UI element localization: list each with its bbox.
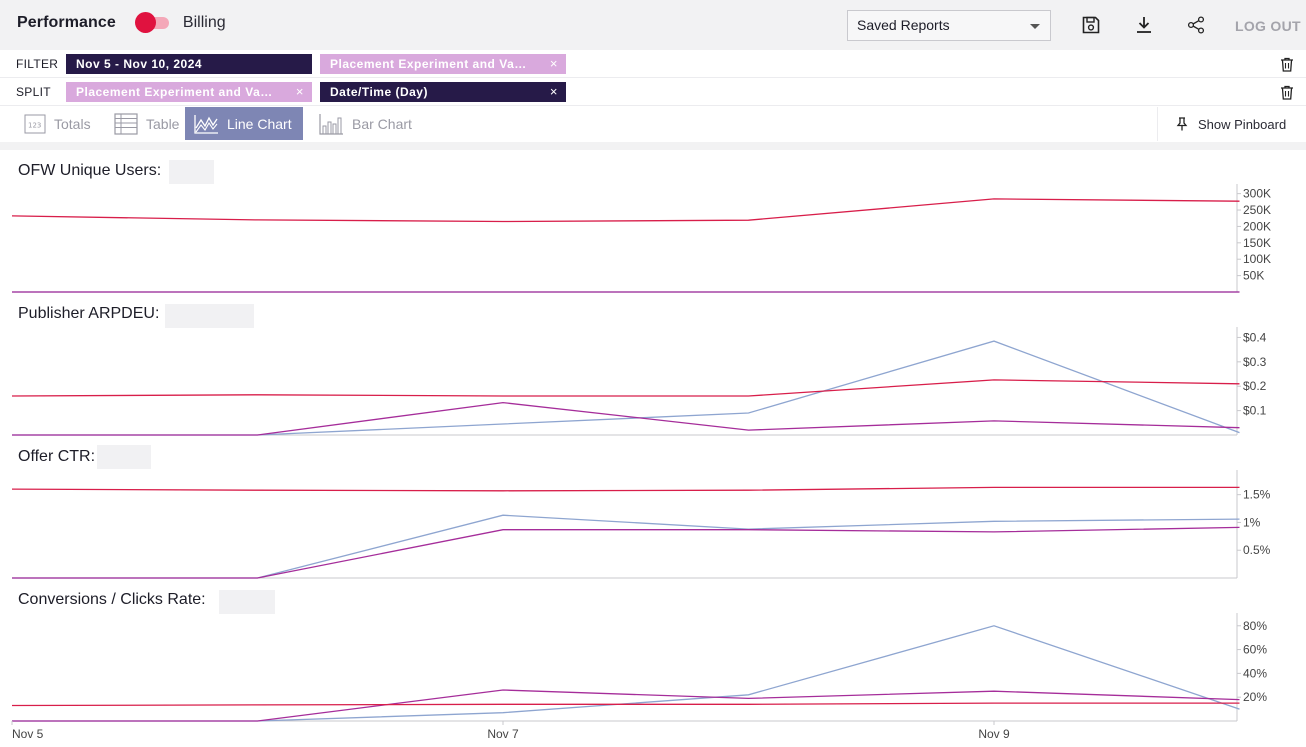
y-tick-label: 250K xyxy=(1243,203,1271,217)
pin-icon xyxy=(1176,117,1188,131)
y-tick-label: $0.1 xyxy=(1243,404,1267,418)
series-line xyxy=(11,379,1240,397)
saved-reports-select[interactable]: Saved Reports xyxy=(847,10,1051,41)
y-tick-label: 60% xyxy=(1243,643,1267,657)
y-tick-label: 50K xyxy=(1243,269,1264,283)
split-pill-placement[interactable]: Placement Experiment and Va… × xyxy=(66,82,312,102)
show-pinboard-label: Show Pinboard xyxy=(1198,116,1287,132)
tab-table[interactable]: Table xyxy=(106,107,187,140)
y-tick-label: 20% xyxy=(1243,690,1267,704)
x-tick-label: Nov 9 xyxy=(978,727,1010,741)
app-header: Performance Billing Saved Reports LOG OU… xyxy=(0,0,1306,50)
tab-totals-label: Totals xyxy=(54,115,91,132)
filter-pill-placement-label: Placement Experiment and Va… xyxy=(330,57,527,71)
y-tick-label: 1.5% xyxy=(1243,488,1271,502)
app-title: Performance xyxy=(17,14,116,31)
bar-chart-icon xyxy=(319,113,343,135)
tab-line-chart-label: Line Chart xyxy=(227,115,292,132)
series-line xyxy=(11,702,1240,707)
filter-pill-date[interactable]: Nov 5 - Nov 10, 2024 xyxy=(66,54,312,74)
x-tick-label: Nov 5 xyxy=(12,727,44,741)
line-charts: 300K 250K 200K 150K 100K 50K $0.4 $0.3 $0.2 $0.1 1… xyxy=(11,184,1271,741)
tab-line-chart[interactable]: Line Chart xyxy=(185,107,303,140)
split-pill-date-label: Date/Time (Day) xyxy=(330,85,428,99)
chart-title-publisher-arpdeu: Publisher ARPDEU: xyxy=(18,305,160,322)
view-tabs: 123 Totals Table Line Chart Bar Chart xyxy=(0,106,1306,142)
filter-pill-placement[interactable]: Placement Experiment and Va… × xyxy=(320,54,566,74)
tab-table-label: Table xyxy=(146,115,180,132)
download-icon[interactable] xyxy=(1134,15,1154,35)
logout-link[interactable]: LOG OUT xyxy=(1235,18,1301,34)
series-line xyxy=(11,486,1240,492)
charts-area: OFW Unique Users: Publisher ARPDEU: Offe… xyxy=(0,150,1306,747)
tab-bar-chart-label: Bar Chart xyxy=(352,115,412,132)
split-pill-placement-label: Placement Experiment and Va… xyxy=(76,85,273,99)
y-tick-label: 150K xyxy=(1243,236,1271,250)
y-tick-label: 40% xyxy=(1243,666,1267,680)
filter-label: FILTER xyxy=(16,57,59,71)
series-line xyxy=(11,198,1240,223)
close-icon[interactable]: × xyxy=(549,56,558,71)
trash-icon[interactable] xyxy=(1280,57,1294,72)
tab-bar-chart[interactable]: Bar Chart xyxy=(310,107,420,140)
toggle-knob xyxy=(134,12,156,33)
filter-pill-date-label: Nov 5 - Nov 10, 2024 xyxy=(76,57,203,71)
split-row: SPLIT Placement Experiment and Va… × Dat… xyxy=(0,78,1306,106)
y-tick-label: 80% xyxy=(1243,619,1267,633)
tab-totals[interactable]: 123 Totals xyxy=(16,107,99,140)
line-chart-icon xyxy=(194,114,218,134)
save-icon[interactable] xyxy=(1081,15,1101,35)
series-line xyxy=(12,689,1240,722)
separator-band xyxy=(0,142,1306,150)
split-label: SPLIT xyxy=(16,85,51,99)
series-line xyxy=(12,340,1240,436)
split-pill-date[interactable]: Date/Time (Day) × xyxy=(320,82,566,102)
close-icon[interactable]: × xyxy=(295,84,304,99)
y-tick-label: $0.4 xyxy=(1243,330,1267,344)
table-icon xyxy=(114,112,138,135)
share-icon[interactable] xyxy=(1186,15,1206,35)
toggle-label: Billing xyxy=(182,14,226,31)
redacted-value xyxy=(219,590,275,614)
series-line xyxy=(12,401,1240,436)
x-tick-label: Nov 7 xyxy=(487,727,519,741)
redacted-value xyxy=(97,445,151,469)
series-line xyxy=(12,625,1240,722)
trash-icon[interactable] xyxy=(1280,85,1294,100)
close-icon[interactable]: × xyxy=(549,84,558,99)
redacted-value xyxy=(165,304,254,328)
totals-icon: 123 xyxy=(24,114,46,133)
app-left: Performance Billing xyxy=(17,12,226,33)
show-pinboard-button[interactable]: Show Pinboard xyxy=(1157,107,1306,141)
series-line xyxy=(12,526,1240,579)
chart-title-conversions-clicks: Conversions / Clicks Rate: xyxy=(18,591,206,608)
chart-title-offer-ctr: Offer CTR: xyxy=(18,448,96,465)
y-tick-label: $0.2 xyxy=(1243,379,1267,393)
chart-title-ofw-unique-users: OFW Unique Users: xyxy=(18,162,162,179)
y-tick-label: 0.5% xyxy=(1243,543,1271,557)
filter-row: FILTER Nov 5 - Nov 10, 2024 Placement Ex… xyxy=(0,50,1306,78)
y-tick-label: 200K xyxy=(1243,219,1271,233)
saved-reports-value: Saved Reports xyxy=(857,17,950,33)
y-tick-label: 300K xyxy=(1243,187,1271,201)
chevron-down-icon xyxy=(1030,24,1040,29)
svg-text:123: 123 xyxy=(28,121,41,129)
series-line xyxy=(12,514,1240,579)
y-tick-label: 100K xyxy=(1243,252,1271,266)
billing-toggle[interactable] xyxy=(134,12,169,33)
y-tick-label: 1% xyxy=(1243,515,1261,529)
redacted-value xyxy=(169,160,214,184)
y-tick-label: $0.3 xyxy=(1243,355,1267,369)
